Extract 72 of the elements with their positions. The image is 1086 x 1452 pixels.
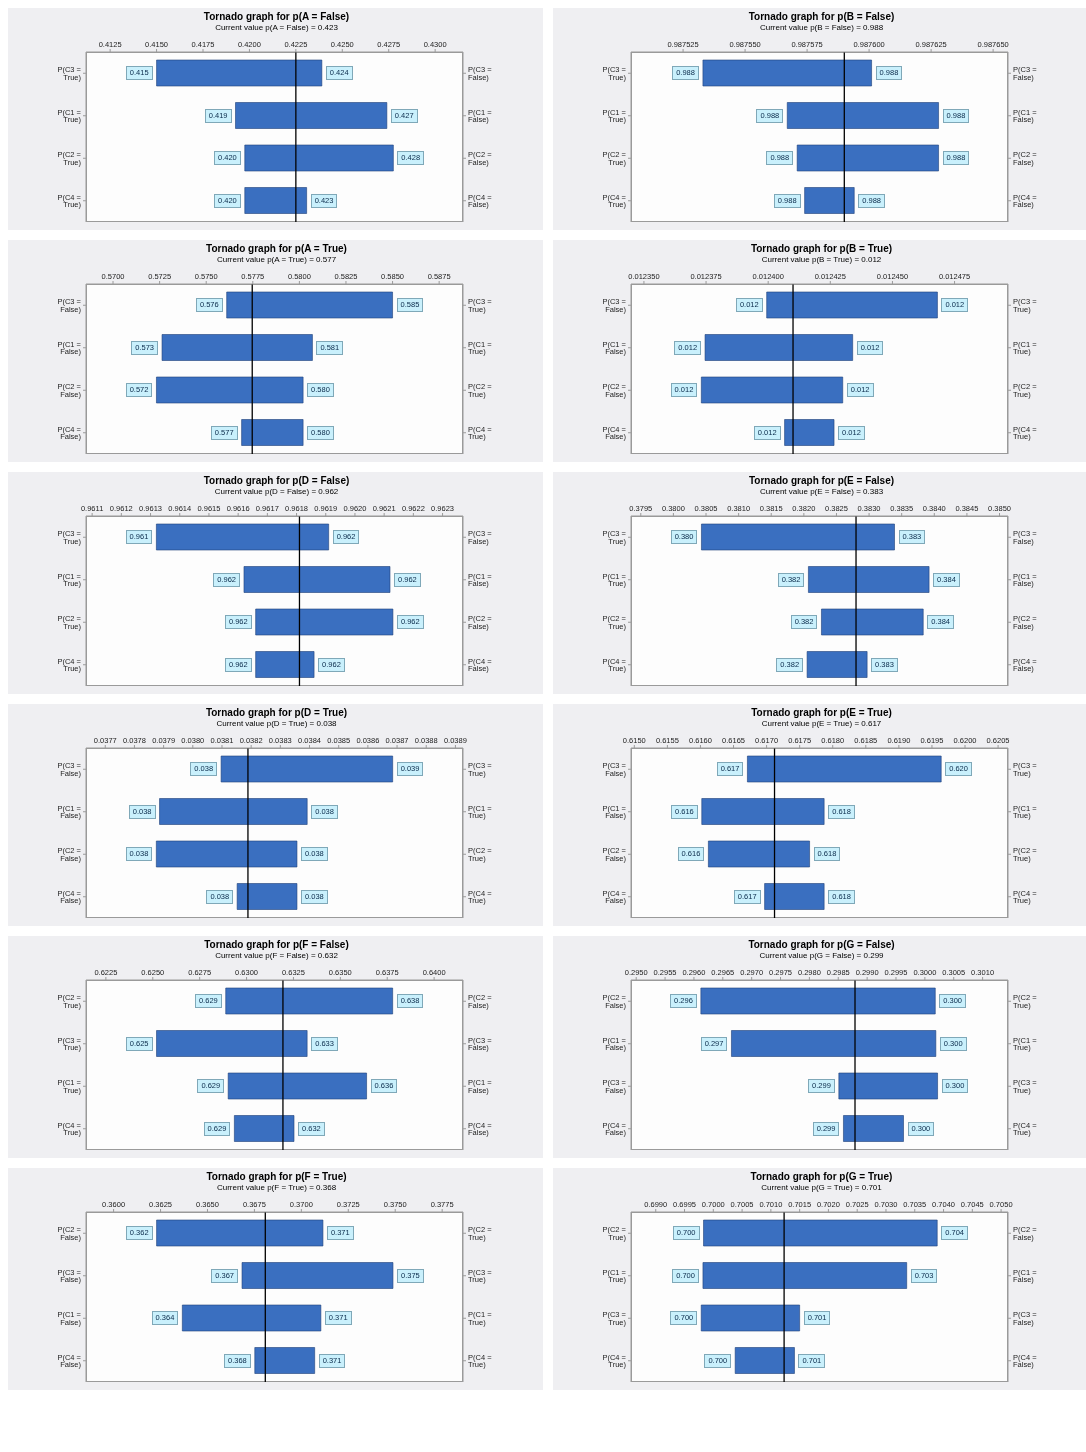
bar (784, 419, 835, 446)
chart-subtitle: Current value p(D = True) = 0.038 (215, 719, 338, 728)
bar (234, 1115, 295, 1142)
bar (226, 291, 393, 319)
chart-title: Tornado graph for p(A = True) (205, 243, 348, 254)
chart-title: Tornado graph for p(E = True) (750, 707, 893, 718)
chart-title: Tornado graph for p(D = False) (202, 475, 351, 486)
bar (241, 419, 304, 446)
bar (241, 1262, 394, 1289)
bar (766, 291, 938, 319)
chart-subtitle: Current value p(E = True) = 0.617 (760, 719, 883, 728)
bar (701, 523, 895, 551)
chart-title: Tornado graph for p(G = False) (747, 939, 896, 950)
chart-subtitle: Current value p(D = False) = 0.962 (213, 487, 340, 496)
bar (838, 1072, 938, 1100)
bar (156, 376, 304, 404)
bar (702, 1262, 907, 1289)
bar (703, 1219, 938, 1247)
chart-subtitle: Current value p(A = True) = 0.577 (215, 255, 338, 264)
chart-title: Tornado graph for p(B = True) (749, 243, 894, 254)
chart-subtitle: Current value p(E = False) = 0.383 (758, 487, 885, 496)
bar (235, 102, 388, 129)
bar (701, 798, 825, 825)
bar (156, 840, 298, 868)
bar (808, 566, 930, 593)
bar (182, 1304, 322, 1332)
chart-title: Tornado graph for p(G = True) (749, 1171, 894, 1182)
bar (702, 59, 872, 87)
chart-title: Tornado graph for p(E = False) (747, 475, 896, 486)
bar (731, 1030, 937, 1057)
chart-title: Tornado graph for p(B = False) (747, 11, 896, 22)
bar (254, 1347, 315, 1374)
chart-subtitle: Current value p(A = False) = 0.423 (214, 23, 339, 32)
chart-subtitle: Current value p(G = False) = 0.299 (758, 951, 885, 960)
bar (156, 59, 323, 87)
bar (255, 608, 394, 636)
bar (843, 1115, 904, 1142)
chart-subtitle: Current value p(F = False) = 0.632 (214, 951, 339, 960)
chart-subtitle: Current value p(B = False) = 0.988 (758, 23, 885, 32)
bar (159, 798, 308, 825)
chart-title: Tornado graph for p(D = True) (204, 707, 349, 718)
bar (244, 187, 307, 214)
bar (708, 840, 810, 868)
bar (255, 651, 315, 678)
chart-subtitle: Current value p(F = True) = 0.368 (215, 1183, 338, 1192)
bar (156, 1030, 308, 1057)
chart-title: Tornado graph for p(A = False) (202, 11, 351, 22)
bar (764, 883, 825, 910)
bar (796, 144, 939, 172)
chart-subtitle: Current value p(B = True) = 0.012 (760, 255, 883, 264)
bar (244, 144, 394, 172)
bar (704, 334, 853, 361)
bar (734, 1347, 795, 1374)
bar (700, 987, 936, 1015)
bar (161, 334, 313, 361)
bar (156, 1219, 324, 1247)
bar (804, 187, 855, 214)
bar (220, 755, 393, 783)
bar (747, 755, 942, 783)
bar (700, 1304, 800, 1332)
chart-title: Tornado graph for p(F = True) (205, 1171, 348, 1182)
bar (701, 376, 844, 404)
chart-title: Tornado graph for p(F = False) (203, 939, 350, 950)
bar (225, 987, 393, 1015)
chart-subtitle: Current value p(G = True) = 0.701 (760, 1183, 883, 1192)
bar (243, 566, 391, 593)
bar (786, 102, 939, 129)
bar (227, 1072, 367, 1100)
bar (821, 608, 924, 636)
bar (156, 523, 329, 551)
bar (236, 883, 298, 910)
bar (806, 651, 868, 678)
